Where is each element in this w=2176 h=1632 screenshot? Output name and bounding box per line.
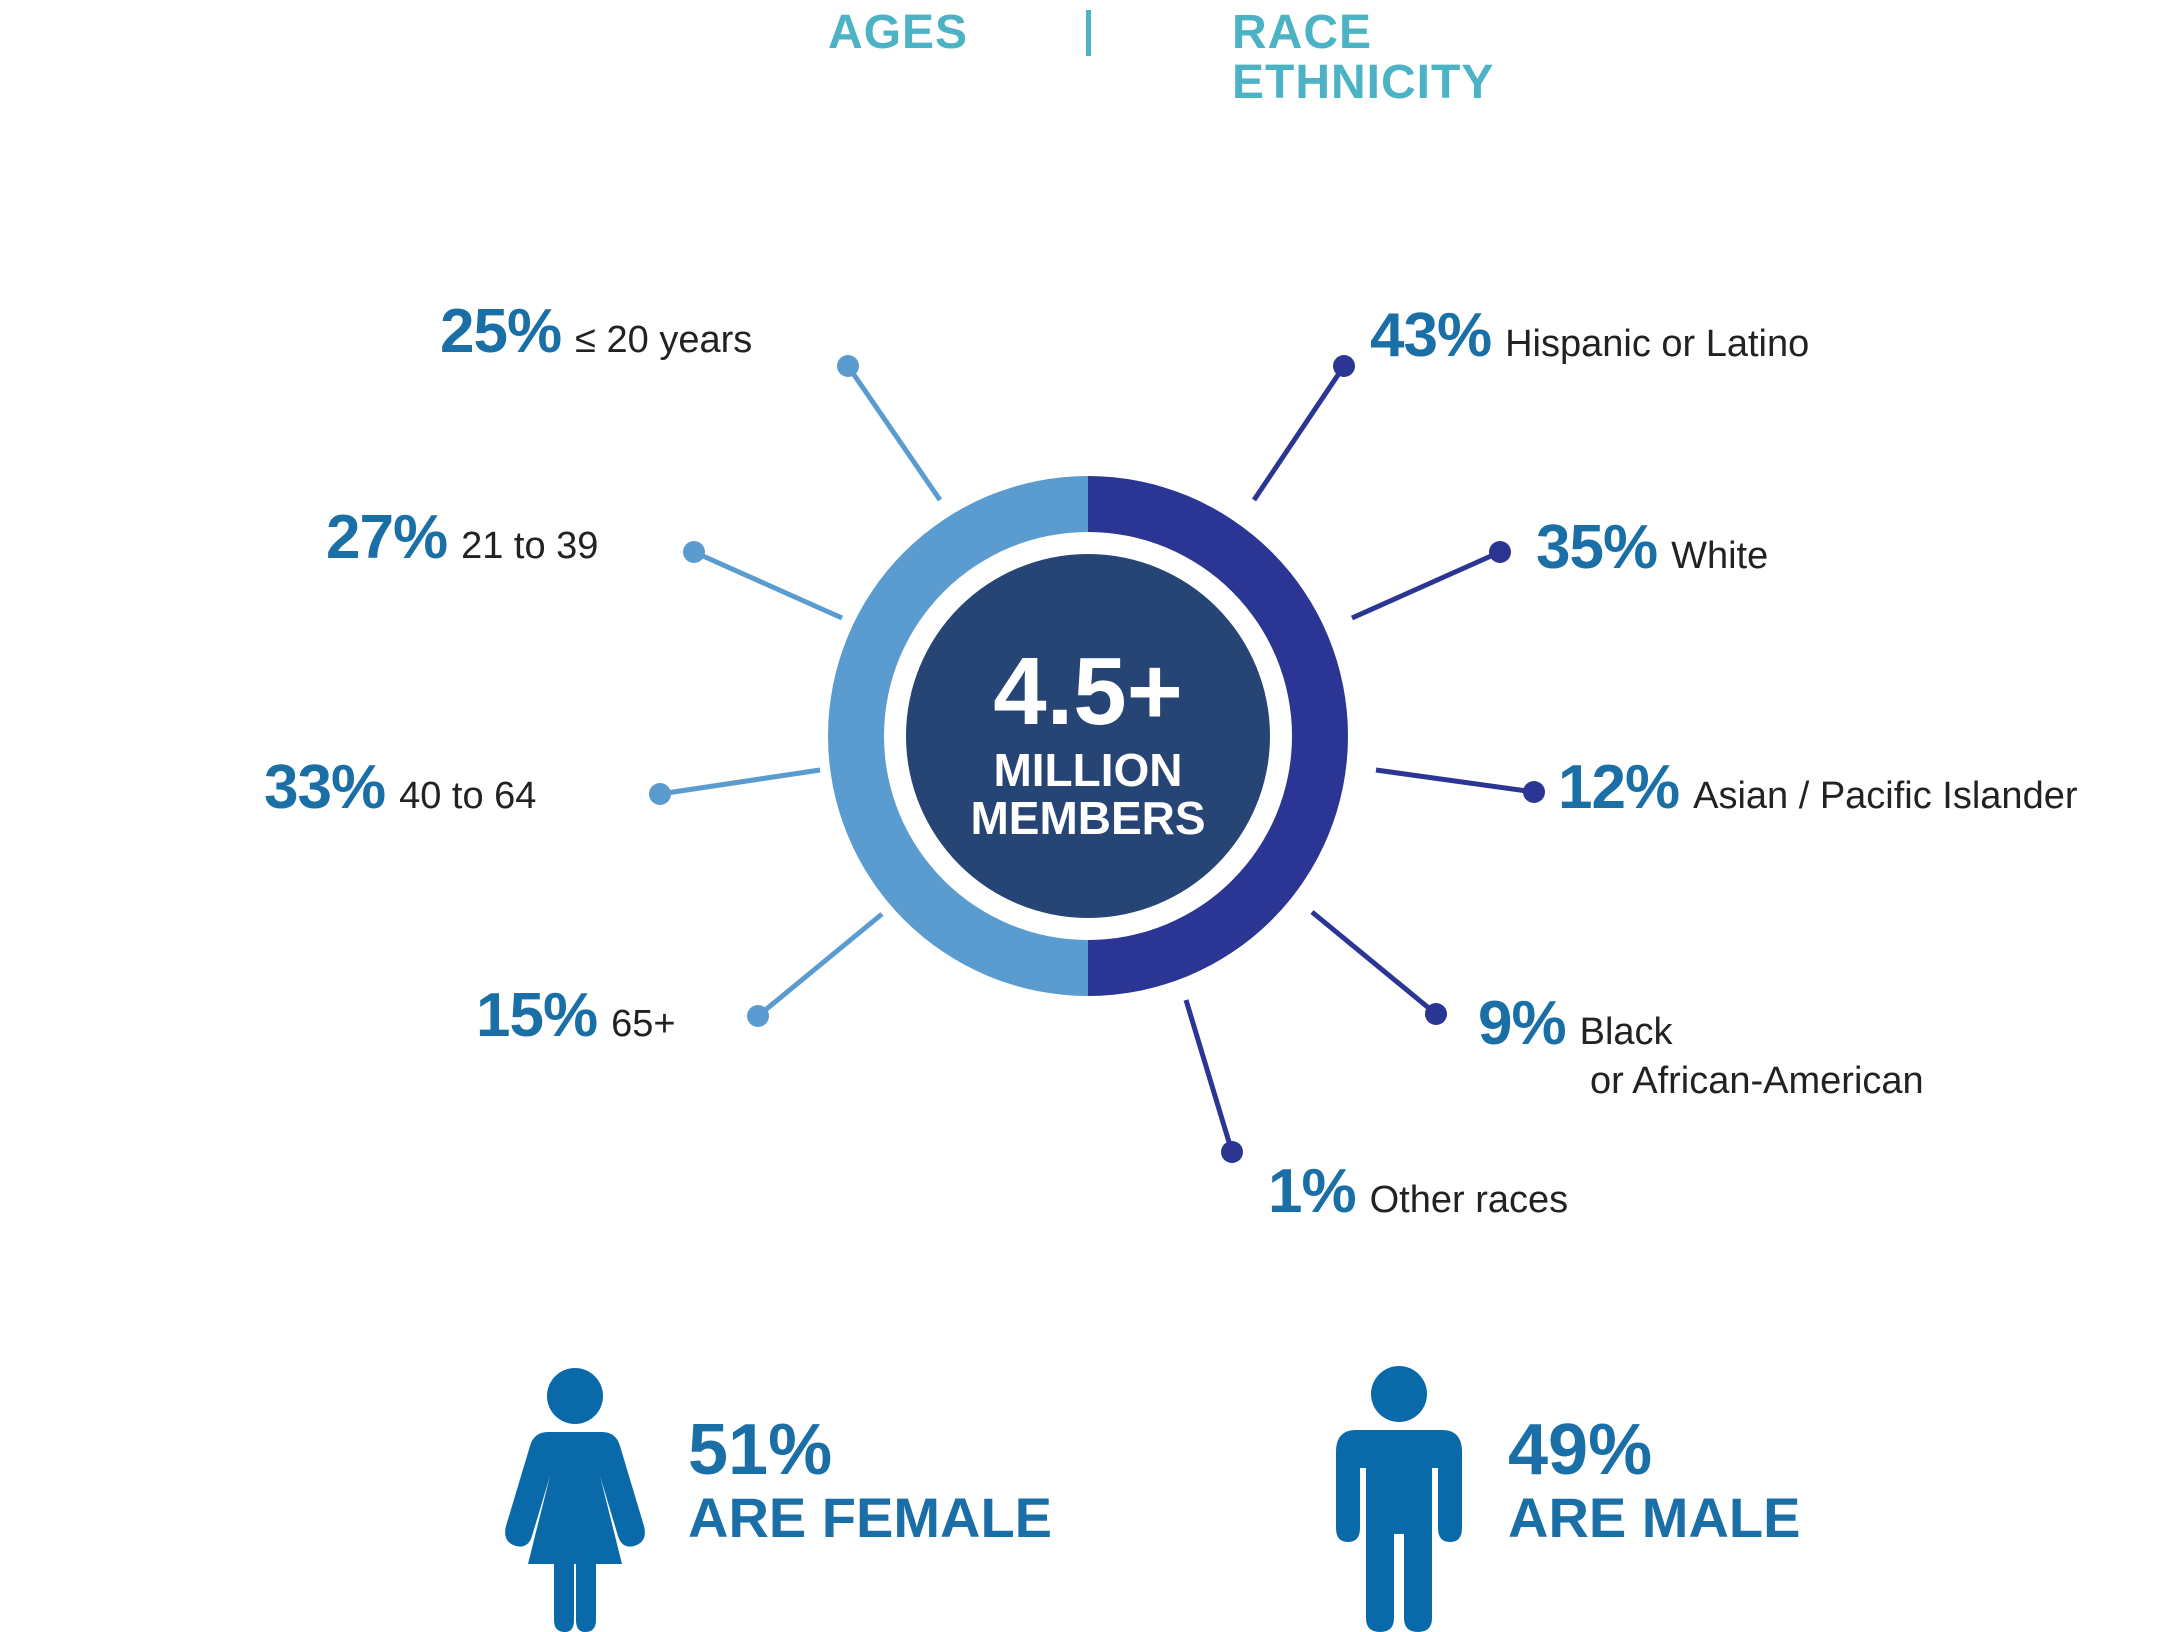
race-label-0: 43% Hispanic or Latino [1370,304,1809,368]
race-connector-3 [1310,910,1438,1016]
race-connector-0 [1251,364,1347,502]
age-label-3: 15% 65+ [476,984,676,1048]
race-connector-2-dot [1523,781,1545,803]
race-heading-line2: ETHNICITY [1232,56,1495,109]
race-percent-3: 9% [1478,989,1567,1058]
race-desc-3-line2: or African-American [1590,1060,1924,1102]
age-connector-1 [692,549,844,621]
race-ring-half [1088,476,1348,996]
center-line1: MILLION [993,744,1183,796]
female-person-icon [505,1368,645,1632]
race-connector-2 [1375,767,1535,795]
age-label-2: 33% 40 to 64 [264,756,536,820]
race-label-3: 9% Black or African-American [1478,992,1924,1106]
age-percent-2: 33% [264,753,386,822]
age-label-1: 27% 21 to 39 [326,506,598,570]
age-connector-3-dot [747,1005,769,1027]
race-connector-0-dot [1333,355,1355,377]
members-donut: 4.5+ MILLION MEMBERS [828,476,1348,996]
race-ethnicity-heading: RACE ETHNICITY [1232,8,1494,108]
race-percent-0: 43% [1370,301,1492,370]
race-percent-2: 12% [1558,753,1680,822]
race-label-1: 35% White [1536,516,1768,580]
race-percent-4: 1% [1268,1157,1357,1226]
age-connector-0-dot [837,355,859,377]
race-desc-3: Black [1579,1011,1673,1053]
age-percent-1: 27% [326,503,448,572]
age-percent-3: 15% [476,981,598,1050]
male-label: ARE MALE [1508,1486,1801,1549]
male-person-icon [1336,1366,1462,1632]
race-desc-0: Hispanic or Latino [1505,323,1810,365]
age-desc-2: 40 to 64 [399,775,537,817]
age-percent-0: 25% [440,297,562,366]
age-connector-3 [756,912,884,1018]
race-label-4: 1% Other races [1268,1160,1568,1224]
center-line2: MEMBERS [970,792,1206,844]
race-percent-1: 35% [1536,513,1658,582]
race-desc-2: Asian / Pacific Islander [1693,775,2078,817]
age-connector-1-dot [683,541,705,563]
age-desc-0: ≤ 20 years [575,319,753,361]
race-connector-3-dot [1425,1003,1447,1025]
donut-ring [828,476,1348,996]
age-connector-2-dot [649,783,671,805]
center-circle [906,554,1270,918]
age-connector-0 [845,364,943,502]
race-connector-1 [1350,549,1502,621]
age-connector-2 [659,767,821,797]
race-connector-4 [1183,999,1235,1153]
female-label: ARE FEMALE [688,1486,1052,1549]
race-heading-line1: RACE [1232,6,1373,59]
age-desc-1: 21 to 39 [461,525,599,567]
header-divider [1086,10,1091,56]
center-value: 4.5+ [993,638,1183,745]
race-desc-1: White [1671,535,1769,577]
female-percent: 51% [688,1410,833,1490]
ages-ring-half [828,476,1088,996]
race-desc-4: Other races [1369,1179,1569,1221]
male-percent: 49% [1508,1410,1653,1490]
age-label-0: 25% ≤ 20 years [440,300,752,364]
ages-heading: AGES [828,6,969,59]
race-connector-4-dot [1221,1141,1243,1163]
age-desc-3: 65+ [611,1003,676,1045]
race-label-2: 12% Asian / Pacific Islander [1558,756,2078,820]
race-connector-1-dot [1489,541,1511,563]
